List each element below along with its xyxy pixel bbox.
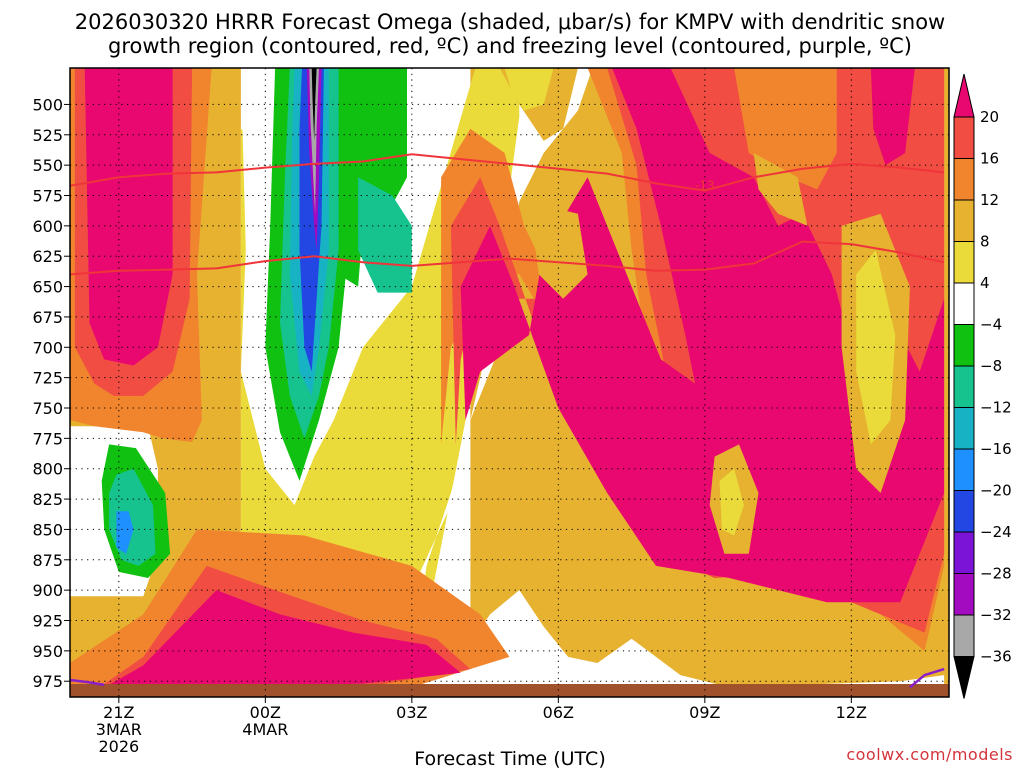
chart-title-line-2: growth region (contoured, red, ºC) and f… <box>108 34 912 58</box>
freezing-level-contour-left <box>70 678 105 687</box>
omega-region-24 <box>109 590 461 688</box>
colorbar-swatch-6 <box>953 324 975 367</box>
plot-frame <box>69 67 950 698</box>
y-tick-label-725: 725 <box>32 369 63 388</box>
omega-region-37 <box>504 68 554 111</box>
colorbar-label-12: −32 <box>980 606 1012 624</box>
x-tick-label-21Z-1: 3MAR <box>96 720 142 739</box>
colorbar-label-2: 12 <box>980 191 999 209</box>
colorbar-label-9: −20 <box>980 482 1012 500</box>
x-axis-label: Forecast Time (UTC) <box>414 748 605 768</box>
colorbar-label-0: 20 <box>980 108 999 126</box>
colorbar-label-7: −12 <box>980 399 1012 417</box>
colorbar-label-5: −4 <box>980 316 1002 334</box>
colorbar-label-1: 16 <box>980 150 999 168</box>
ground-surface-band <box>70 684 949 697</box>
x-tick-label-03Z-0: 03Z <box>396 703 427 722</box>
y-tick-label-825: 825 <box>32 490 63 509</box>
y-tick-label-525: 525 <box>32 126 63 145</box>
omega-region-33 <box>753 153 808 226</box>
colorbar-label-4: 4 <box>980 274 990 292</box>
colorbar-swatch-10 <box>953 490 975 533</box>
dgz-lower-contour <box>70 240 945 276</box>
x-tick-label-00Z-0: 00Z <box>250 703 281 722</box>
x-tick-label-21Z-2: 2026 <box>98 737 139 756</box>
colorbar-swatch-8 <box>953 407 975 450</box>
x-tick-label-21Z-0: 21Z <box>103 703 134 722</box>
colorbar: 20 16 12 8 4 −4 −8 −12 −16 −20 −24 −28 −32 −36 <box>953 73 1012 699</box>
y-tick-label-575: 575 <box>32 187 63 206</box>
colorbar-swatch-2 <box>953 158 975 201</box>
colorbar-label-3: 8 <box>980 233 990 251</box>
omega-region-18 <box>116 511 134 554</box>
credit-url: coolwx.com/models <box>846 745 1013 764</box>
omega-region-31 <box>856 250 896 445</box>
colorbar-swatch-12 <box>953 573 975 616</box>
omega-region-14 <box>309 68 319 214</box>
colorbar-label-6: −8 <box>980 357 1002 375</box>
y-tick-label-600: 600 <box>32 217 63 236</box>
pressure-axis: 500 525 550 575 600 625 650 675 700 725 750 775 800 8… <box>32 95 70 691</box>
y-tick-label-500: 500 <box>32 95 63 114</box>
colorbar-label-10: −24 <box>980 523 1012 541</box>
chart-title-line-1: 2026030320 HRRR Forecast Omega (shaded, … <box>75 10 945 34</box>
colorbar-swatch-4 <box>953 241 975 284</box>
y-tick-label-700: 700 <box>32 338 63 357</box>
omega-region-29 <box>870 68 915 166</box>
y-tick-label-625: 625 <box>32 247 63 266</box>
x-tick-label-06Z-0: 06Z <box>543 703 574 722</box>
colorbar-label-11: −28 <box>980 565 1012 583</box>
y-tick-label-850: 850 <box>32 520 63 539</box>
dgz-upper-contour <box>70 153 945 192</box>
y-tick-label-800: 800 <box>32 460 63 479</box>
x-tick-label-12Z-0: 12Z <box>836 703 867 722</box>
y-tick-label-975: 975 <box>32 672 63 691</box>
freezing-level-contour-right <box>909 667 945 689</box>
omega-region-15 <box>311 68 317 141</box>
colorbar-swatch-1 <box>953 116 975 159</box>
y-tick-label-925: 925 <box>32 612 63 631</box>
colorbar-swatch-9 <box>953 448 975 491</box>
y-tick-label-875: 875 <box>32 551 63 570</box>
omega-shading <box>70 68 949 697</box>
y-tick-label-550: 550 <box>32 156 63 175</box>
omega-region-7 <box>333 68 407 287</box>
colorbar-top-arrow <box>953 73 975 118</box>
y-tick-label-750: 750 <box>32 399 63 418</box>
y-tick-label-900: 900 <box>32 581 63 600</box>
colorbar-swatch-3 <box>953 199 975 242</box>
temperature-contours: -13 <box>70 153 945 689</box>
colorbar-bottom-arrow <box>953 656 975 699</box>
colorbar-label-8: −16 <box>980 440 1012 458</box>
colorbar-swatch-13 <box>953 614 975 657</box>
grid-lines <box>70 68 949 697</box>
colorbar-swatch-5 <box>953 282 975 325</box>
dgz-contour-label: -13 <box>695 178 715 192</box>
y-tick-label-675: 675 <box>32 308 63 327</box>
omega-region-21 <box>84 68 173 366</box>
y-tick-label-775: 775 <box>32 429 63 448</box>
x-tick-label-09Z-0: 09Z <box>689 703 720 722</box>
omega-region-35 <box>719 468 744 536</box>
colorbar-swatch-11 <box>953 531 975 574</box>
y-tick-label-650: 650 <box>32 278 63 297</box>
x-tick-label-00Z-1: 4MAR <box>242 720 288 739</box>
y-tick-label-950: 950 <box>32 642 63 661</box>
colorbar-swatch-7 <box>953 365 975 408</box>
colorbar-label-13: −36 <box>980 648 1012 666</box>
